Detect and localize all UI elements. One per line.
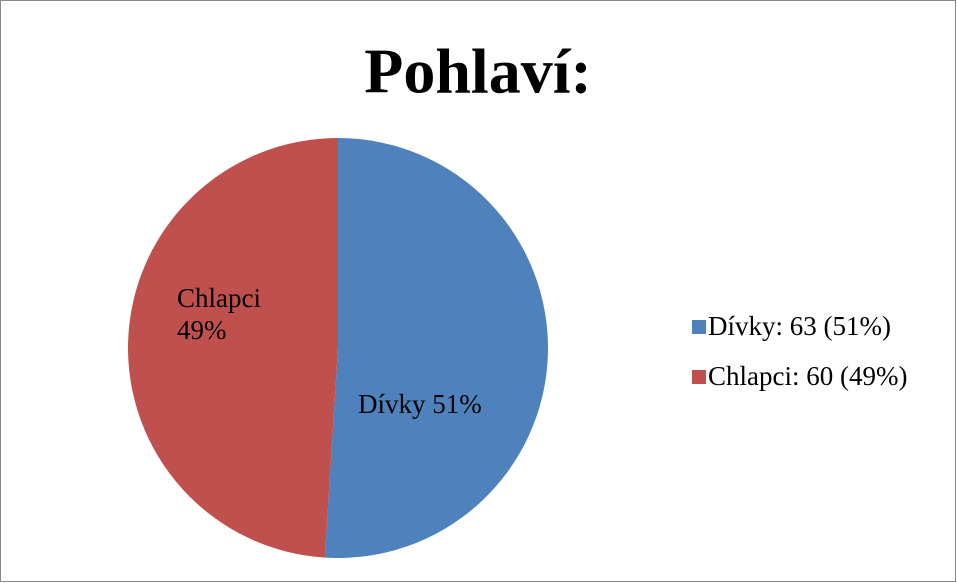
- legend-swatch: [692, 370, 706, 384]
- pie-slice: [324, 138, 548, 558]
- pie-slice: [127, 138, 338, 558]
- legend-label: Dívky: 63 (51%): [708, 311, 891, 341]
- chart-title: Pohlaví:: [364, 36, 592, 107]
- legend-label: Chlapci: 60 (49%): [708, 361, 908, 391]
- legend-swatch: [692, 320, 706, 334]
- data-label: Chlapci 49%: [177, 283, 261, 345]
- data-label: Dívky 51%: [358, 389, 482, 419]
